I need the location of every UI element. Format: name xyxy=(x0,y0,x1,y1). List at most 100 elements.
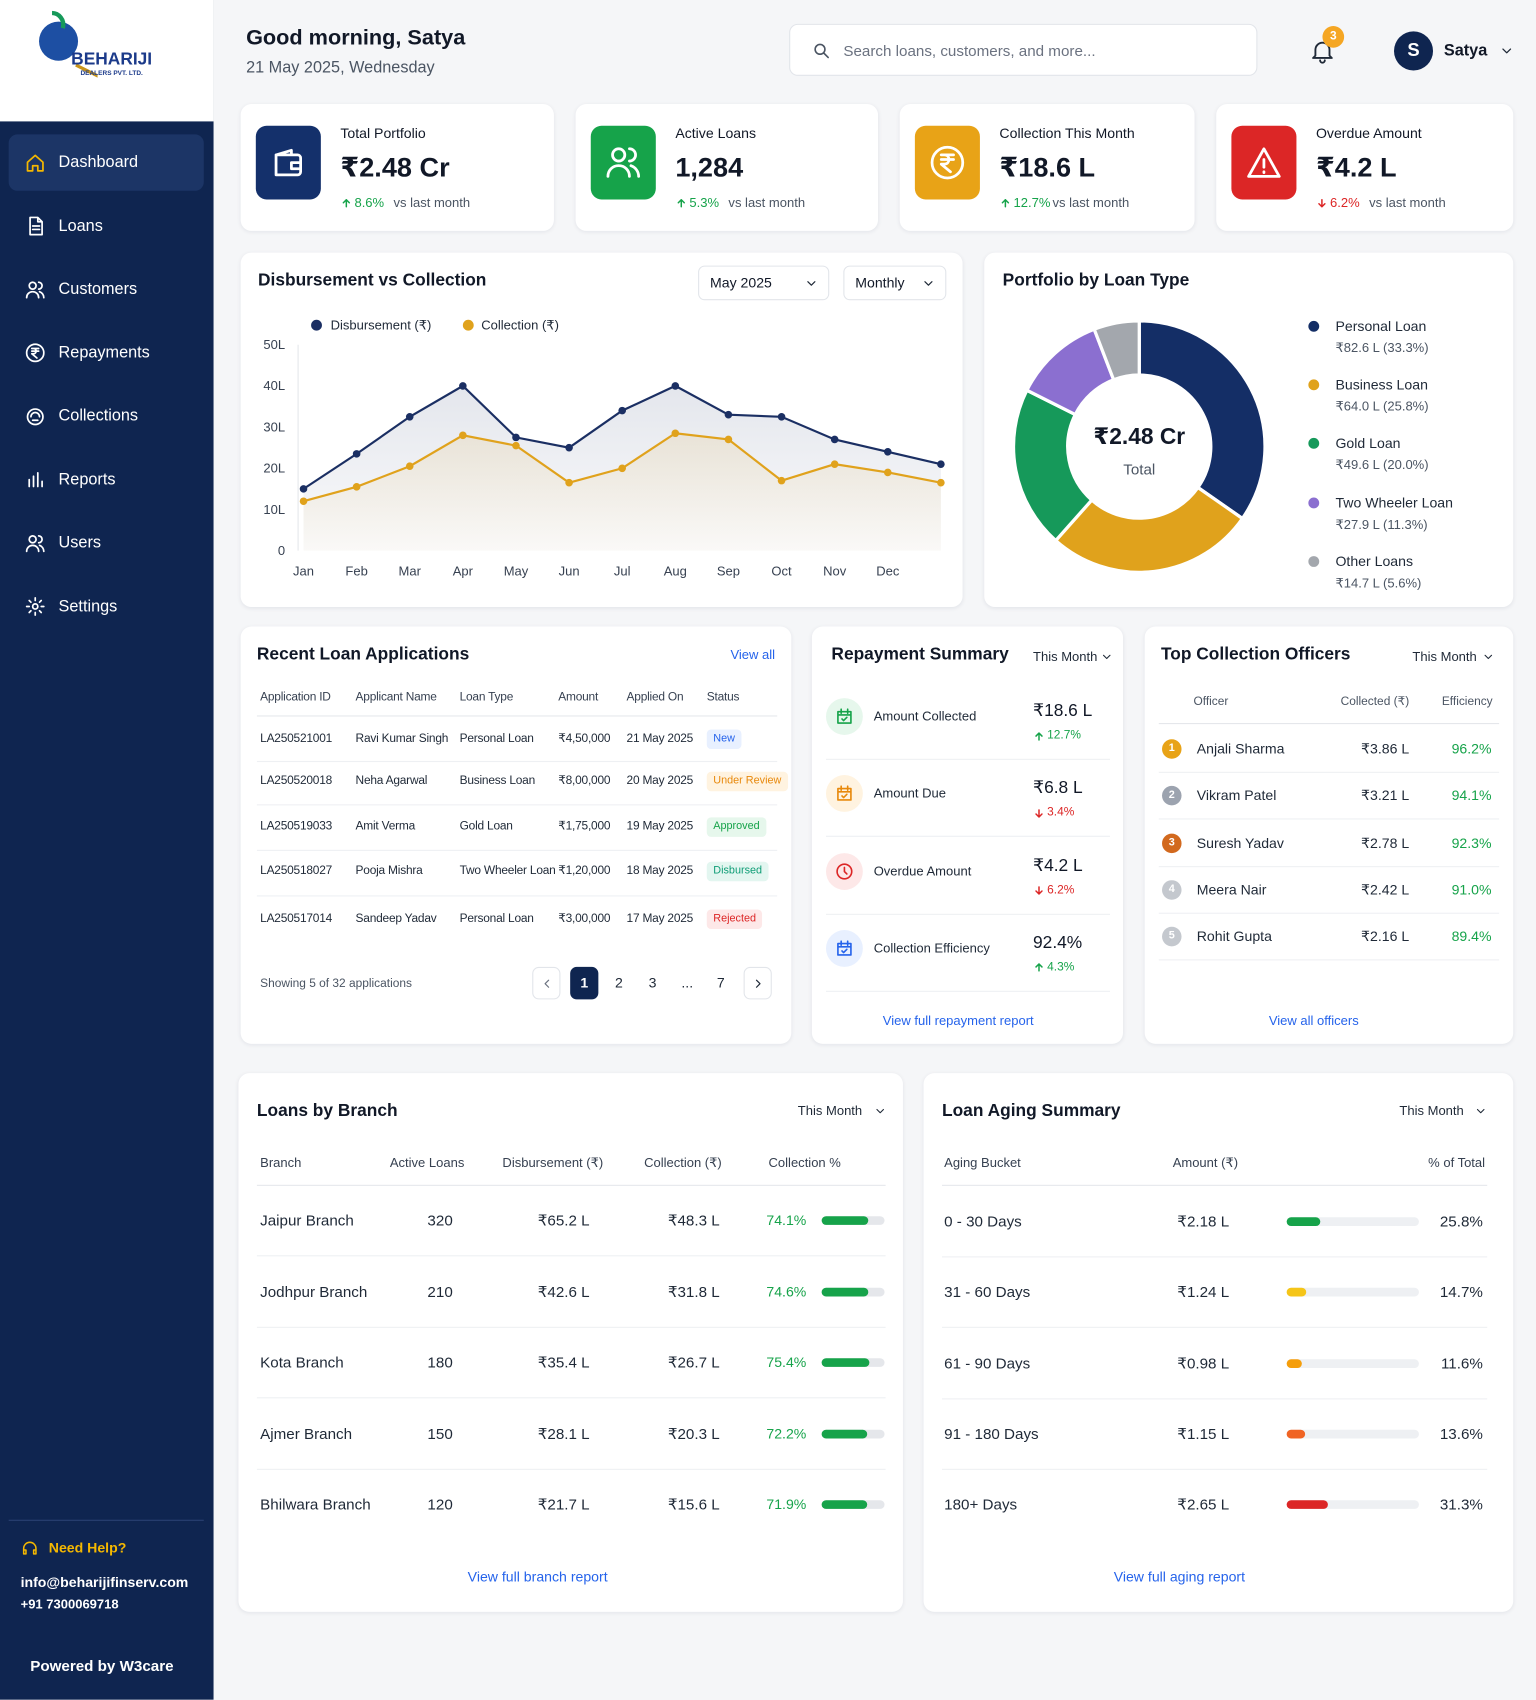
aging-amount: ₹1.24 L xyxy=(1177,1283,1230,1301)
point xyxy=(937,460,945,468)
column-header: Disbursement (₹) xyxy=(502,1155,604,1171)
page-button[interactable]: ... xyxy=(681,974,694,991)
column-header: Collection % xyxy=(768,1155,841,1171)
status-pill: Disbursed xyxy=(706,861,769,882)
divider xyxy=(941,1184,1488,1186)
icon xyxy=(1001,198,1009,207)
officer-collected: ₹3.86 L xyxy=(1361,740,1410,757)
column-header: Applicant Name xyxy=(355,690,437,704)
icon-path xyxy=(1034,963,1043,973)
point xyxy=(352,483,361,491)
nav-label[interactable]: Collections xyxy=(58,406,139,425)
aging-share: 13.6% xyxy=(1439,1424,1483,1443)
period-select[interactable]: This Month xyxy=(1412,649,1477,665)
page-next[interactable] xyxy=(743,966,772,1000)
line-chart: 0 10L 20L 30L 40L 50L Jan Feb Mar Apr May Jun Jul Aug… xyxy=(263,318,945,579)
cell: 20 May 2025 xyxy=(626,774,694,788)
kpi-icon-box xyxy=(255,125,321,200)
link[interactable]: View all xyxy=(730,646,776,663)
rank-badge xyxy=(1162,786,1182,806)
nav-label[interactable]: Reports xyxy=(58,469,116,489)
legend-value: ₹27.9 L (11.3%) xyxy=(1335,516,1428,532)
dropdown-label[interactable]: Monthly xyxy=(855,274,905,291)
item-label: Amount Collected xyxy=(873,708,977,724)
card-title: Loan Aging Summary xyxy=(941,1101,1121,1121)
dropdown[interactable] xyxy=(698,265,830,301)
icon-path xyxy=(26,407,44,425)
officer-efficiency: 94.1% xyxy=(1451,787,1492,804)
page-button[interactable]: 2 xyxy=(615,974,623,991)
icon-path xyxy=(274,148,303,177)
nav-label[interactable]: Loans xyxy=(58,216,103,235)
cell: LA250520018 xyxy=(260,774,333,788)
point xyxy=(671,382,680,390)
legend-value: ₹82.6 L (33.3%) xyxy=(1335,340,1429,356)
nav-label[interactable]: Repayments xyxy=(58,343,150,362)
disbursement: ₹35.4 L xyxy=(537,1353,590,1371)
cell: Pooja Mishra xyxy=(355,864,423,878)
kpi-change: 8.6% xyxy=(354,194,385,211)
rank-badge xyxy=(1162,833,1182,853)
nav-label[interactable]: Customers xyxy=(58,279,138,299)
rank: 3 xyxy=(1168,836,1175,849)
icon xyxy=(22,1541,37,1555)
aging-bucket: 31 - 60 Days xyxy=(944,1283,1031,1301)
period-select[interactable]: This Month xyxy=(1033,649,1098,665)
avatar[interactable] xyxy=(1393,31,1434,71)
kpi-change: 6.2% xyxy=(1330,194,1360,211)
active-loans: 180 xyxy=(427,1353,453,1371)
icon xyxy=(606,147,641,178)
aging-amount: ₹2.65 L xyxy=(1177,1495,1230,1514)
nav-label[interactable]: Users xyxy=(58,533,101,552)
bar xyxy=(1286,1500,1329,1510)
period-select[interactable]: This Month xyxy=(797,1103,863,1119)
page-button[interactable]: 1 xyxy=(580,974,589,991)
column-header: Amount xyxy=(558,690,599,704)
divider xyxy=(256,760,778,762)
y-tick-label: 40L xyxy=(263,378,285,393)
icon-path xyxy=(26,154,44,172)
dropdown-label[interactable]: May 2025 xyxy=(710,274,772,291)
page-button[interactable]: 3 xyxy=(648,974,657,991)
search-placeholder: Search loans, customers, and more... xyxy=(843,41,1096,60)
aging-amount: ₹1.15 L xyxy=(1177,1424,1230,1443)
legend-dot xyxy=(1308,497,1320,508)
point xyxy=(671,429,680,438)
link[interactable]: View full aging report xyxy=(1113,1568,1246,1585)
divider xyxy=(1158,771,1500,773)
kpi-label: Total Portfolio xyxy=(340,124,426,142)
item-value: ₹6.8 L xyxy=(1033,779,1083,798)
bar xyxy=(1286,1358,1303,1368)
user-name: Satya xyxy=(1443,41,1488,60)
link[interactable]: View full branch report xyxy=(467,1568,608,1585)
bar xyxy=(821,1500,867,1509)
divider xyxy=(256,1326,886,1328)
page-button[interactable]: 7 xyxy=(716,974,725,991)
divider xyxy=(256,895,778,897)
icon xyxy=(1502,48,1512,54)
page-active[interactable] xyxy=(570,966,599,1000)
period-select[interactable]: This Month xyxy=(1399,1103,1464,1119)
x-tick-label: Mar xyxy=(399,564,422,579)
point xyxy=(299,485,308,493)
help-title: Need Help? xyxy=(48,1539,127,1556)
search-box[interactable] xyxy=(789,23,1258,76)
greeting: Good morning, Satya xyxy=(246,26,466,50)
cell: 19 May 2025 xyxy=(626,819,694,833)
item-change: 12.7% xyxy=(1047,728,1081,742)
icon xyxy=(806,280,815,286)
nav-item[interactable] xyxy=(8,134,204,191)
point xyxy=(724,410,733,419)
aging-share: 11.6% xyxy=(1440,1354,1483,1372)
nav-label[interactable]: Dashboard xyxy=(58,152,139,172)
page-prev[interactable] xyxy=(532,966,561,1000)
point xyxy=(565,443,573,452)
point xyxy=(512,441,520,450)
link[interactable]: View all officers xyxy=(1268,1013,1359,1029)
divider xyxy=(941,1397,1488,1399)
link[interactable]: View full repayment report xyxy=(882,1013,1034,1029)
kpi-note: vs last month xyxy=(393,194,471,211)
nav-label[interactable]: Settings xyxy=(58,596,118,616)
badge-count: 3 xyxy=(1329,29,1337,43)
